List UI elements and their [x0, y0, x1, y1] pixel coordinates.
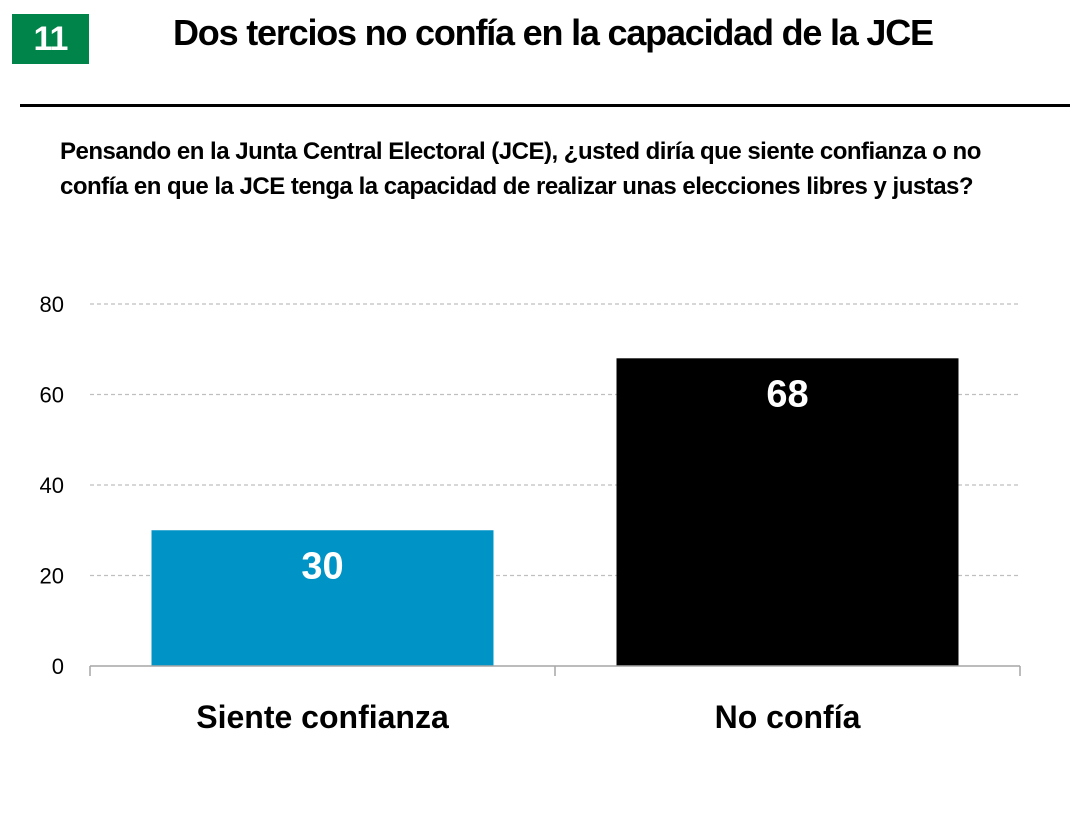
bar-no-confia — [616, 358, 959, 666]
category-label: No confía — [715, 699, 861, 735]
bar-value-label: 30 — [301, 545, 343, 587]
bar-value-label: 68 — [766, 373, 808, 415]
category-label: Siente confianza — [196, 699, 449, 735]
bar-siente-confianza — [151, 530, 494, 666]
title-divider — [20, 104, 1070, 107]
y-tick-label: 80 — [40, 292, 64, 317]
y-tick-label: 60 — [40, 383, 64, 408]
y-tick-label: 0 — [52, 654, 64, 679]
y-axis-tick-labels: 0 20 40 60 80 — [40, 292, 64, 679]
bars — [151, 358, 959, 666]
y-tick-label: 40 — [40, 473, 64, 498]
chart-number-badge: 11 — [12, 14, 89, 64]
category-labels: Siente confianza No confía — [196, 699, 860, 735]
chart-title: Dos tercios no confía en la capacidad de… — [173, 12, 934, 53]
data-labels: 30 68 — [301, 373, 808, 587]
survey-question: Pensando en la Junta Central Electoral (… — [60, 138, 981, 200]
y-tick-label: 20 — [40, 564, 64, 589]
x-axis — [89, 665, 1021, 676]
